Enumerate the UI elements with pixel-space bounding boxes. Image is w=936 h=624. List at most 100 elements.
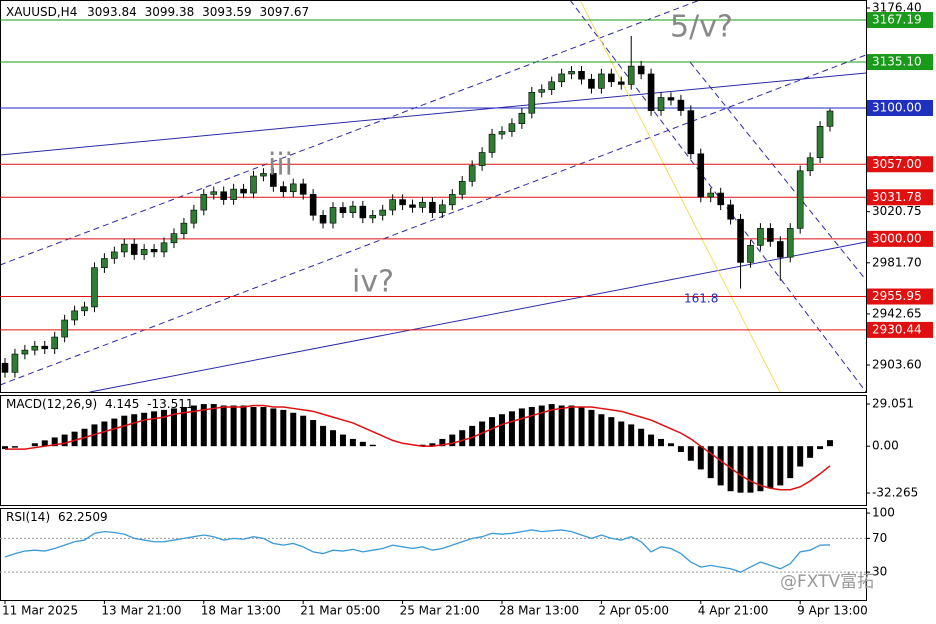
macd-bar xyxy=(429,443,436,447)
candle-body xyxy=(627,65,635,85)
candle-body xyxy=(488,133,496,153)
x-tick-label: 2 Apr 05:00 xyxy=(598,604,669,618)
macd-bar xyxy=(260,406,267,447)
x-tick-label: 25 Mar 21:00 xyxy=(400,604,480,618)
macd-bar xyxy=(439,438,446,447)
x-tick-label: 11 Mar 2025 xyxy=(2,604,78,618)
level-tag xyxy=(867,54,933,71)
candle-body xyxy=(548,81,555,90)
level-label: 3031.78 xyxy=(872,190,922,204)
macd-bar xyxy=(71,431,78,447)
x-tick-label: 4 Apr 21:00 xyxy=(698,604,769,618)
candle-body xyxy=(558,73,565,83)
candle-body xyxy=(101,258,108,268)
macd-bar xyxy=(489,417,496,447)
macd-bar xyxy=(359,441,366,447)
fib-line xyxy=(579,0,781,393)
header: XAUUSD,H4 3093.84 3099.38 3093.59 3097.6… xyxy=(6,5,309,19)
y-tick-label: 29.051 xyxy=(872,397,914,411)
macd-bar xyxy=(757,446,764,492)
candle-body xyxy=(230,188,237,200)
macd-bar xyxy=(330,430,337,447)
macd-bar xyxy=(290,412,297,447)
macd-bar xyxy=(518,408,525,447)
level-label: 3167.19 xyxy=(872,13,922,27)
candle-body xyxy=(657,97,665,111)
macd-bar xyxy=(508,411,515,447)
level-label: 2955.95 xyxy=(872,289,922,303)
rsi-line xyxy=(4,529,831,573)
candle-body xyxy=(170,233,178,244)
level-tag xyxy=(867,230,933,247)
candle-body xyxy=(81,306,88,312)
ohlc: 3099.38 xyxy=(145,5,195,19)
macd-bar xyxy=(618,421,625,447)
candle-body xyxy=(339,207,347,213)
macd-bar xyxy=(161,409,168,447)
candle-body xyxy=(717,192,724,206)
y-tick-label: 70 xyxy=(872,531,887,545)
candle-body xyxy=(647,73,655,111)
y-tick-label: 2942.65 xyxy=(872,306,922,320)
candle-body xyxy=(538,89,546,93)
macd-bar xyxy=(101,421,108,447)
macd-bar xyxy=(240,405,247,447)
y-tick-label: 2903.60 xyxy=(872,358,922,372)
candle-body xyxy=(190,209,198,224)
ohlc: 3093.59 xyxy=(202,5,252,19)
candle-body xyxy=(727,204,734,220)
macd-bar xyxy=(320,425,327,447)
candle-body xyxy=(91,267,98,308)
panel-frame xyxy=(0,395,867,506)
x-tick-label: 9 Apr 13:00 xyxy=(797,604,868,618)
macd-bar xyxy=(797,446,804,467)
candle-body xyxy=(518,112,526,124)
candle-body xyxy=(419,201,426,208)
macd-bar xyxy=(200,404,207,447)
macd-bar xyxy=(737,446,744,493)
macd-bar xyxy=(827,440,833,447)
candle-body xyxy=(737,218,744,263)
macd-bar xyxy=(349,438,356,447)
candle-body xyxy=(111,251,118,259)
candle-body xyxy=(667,97,675,101)
macd-bar xyxy=(717,446,724,486)
panel-frame xyxy=(0,0,867,393)
level-tag xyxy=(867,156,933,173)
candle-body xyxy=(528,91,536,114)
indicator-value: 4.145 xyxy=(105,397,139,411)
candle-body xyxy=(180,222,188,234)
y-tick-label: -32.265 xyxy=(872,486,918,500)
candle-body xyxy=(448,194,456,206)
candle-body xyxy=(51,336,58,350)
trendline xyxy=(89,241,867,393)
trendline xyxy=(0,72,867,156)
macd-bar xyxy=(180,406,187,447)
x-tick-label: 21 Mar 05:00 xyxy=(300,604,380,618)
macd-bar xyxy=(469,425,476,447)
candle-body xyxy=(578,71,585,80)
candle-body xyxy=(369,215,377,219)
macd-bar xyxy=(170,408,177,447)
macd-bar xyxy=(628,424,635,447)
y-tick-label: 3020.75 xyxy=(872,204,922,218)
macd-bar xyxy=(190,405,197,447)
y-tick-label: 100 xyxy=(872,506,895,520)
macd-bar xyxy=(588,409,595,447)
candle-body xyxy=(757,228,764,246)
macd-bar xyxy=(51,437,58,447)
macd-bar xyxy=(747,446,754,493)
candle-body xyxy=(796,170,804,229)
rsi-label: RSI(14) 62.2509 xyxy=(6,510,108,524)
level-tag xyxy=(867,321,933,338)
candle-body xyxy=(816,126,824,159)
macd-bar xyxy=(598,414,605,447)
level-label: 3135.10 xyxy=(872,55,922,69)
candle-body xyxy=(260,173,267,177)
macd-bar xyxy=(230,405,237,447)
macd-bar xyxy=(538,405,545,447)
candle-body xyxy=(160,242,168,253)
indicator-value: -13.511 xyxy=(147,397,193,411)
level-tag xyxy=(867,12,933,29)
candle-body xyxy=(329,207,337,224)
